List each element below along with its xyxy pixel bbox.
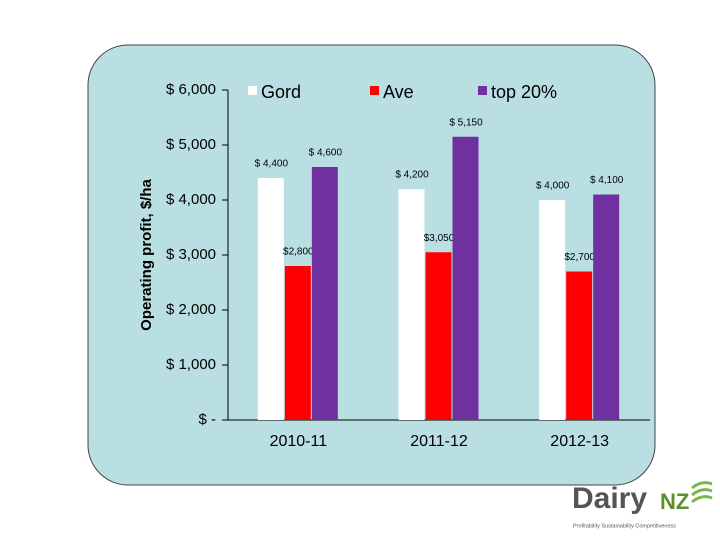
bar bbox=[398, 189, 425, 420]
data-label: $ 4,600 bbox=[309, 148, 343, 159]
bar bbox=[452, 136, 479, 420]
y-tick-label: $ - bbox=[198, 411, 216, 428]
bar bbox=[311, 167, 338, 420]
bar bbox=[593, 194, 620, 420]
legend-label: Gord bbox=[261, 82, 301, 102]
legend-label: Ave bbox=[383, 82, 414, 102]
logo-suffix: NZ bbox=[660, 489, 689, 514]
logo-name: Dairy bbox=[572, 482, 647, 515]
data-label: $2,800 bbox=[283, 247, 314, 258]
legend-swatch bbox=[478, 86, 487, 95]
y-tick-label: $ 2,000 bbox=[166, 301, 216, 318]
data-label: $ 4,200 bbox=[395, 170, 429, 181]
y-tick-label: $ 1,000 bbox=[166, 356, 216, 373]
bar bbox=[539, 200, 566, 420]
data-label: $ 4,400 bbox=[255, 159, 289, 170]
y-tick-label: $ 4,000 bbox=[166, 191, 216, 208]
y-tick-label: $ 5,000 bbox=[166, 136, 216, 153]
x-tick-label: 2011-12 bbox=[410, 433, 468, 450]
y-tick-label: $ 3,000 bbox=[166, 246, 216, 263]
data-label: $3,050 bbox=[424, 233, 455, 244]
data-label: $ 4,100 bbox=[590, 175, 624, 186]
y-tick-label: $ 6,000 bbox=[166, 81, 216, 98]
bar bbox=[257, 178, 284, 420]
data-label: $ 4,000 bbox=[536, 181, 570, 192]
y-axis-title: Operating profit, $/ha bbox=[138, 179, 155, 331]
data-label: $2,700 bbox=[564, 252, 595, 263]
plot-panel bbox=[87, 44, 656, 486]
logo: Dairy NZ Profitability Sustainability Co… bbox=[572, 481, 713, 529]
x-tick-label: 2012-13 bbox=[550, 433, 609, 450]
x-tick-label: 2010-11 bbox=[270, 433, 328, 450]
bar bbox=[425, 252, 452, 420]
bar bbox=[284, 266, 311, 420]
logo-mark bbox=[691, 481, 713, 504]
bar bbox=[566, 271, 593, 420]
legend-label: top 20% bbox=[491, 82, 557, 102]
data-label: $ 5,150 bbox=[449, 117, 483, 128]
legend-swatch bbox=[248, 86, 257, 95]
logo-tagline: Profitability Sustainability Competitive… bbox=[573, 523, 676, 529]
legend-swatch bbox=[370, 86, 379, 95]
